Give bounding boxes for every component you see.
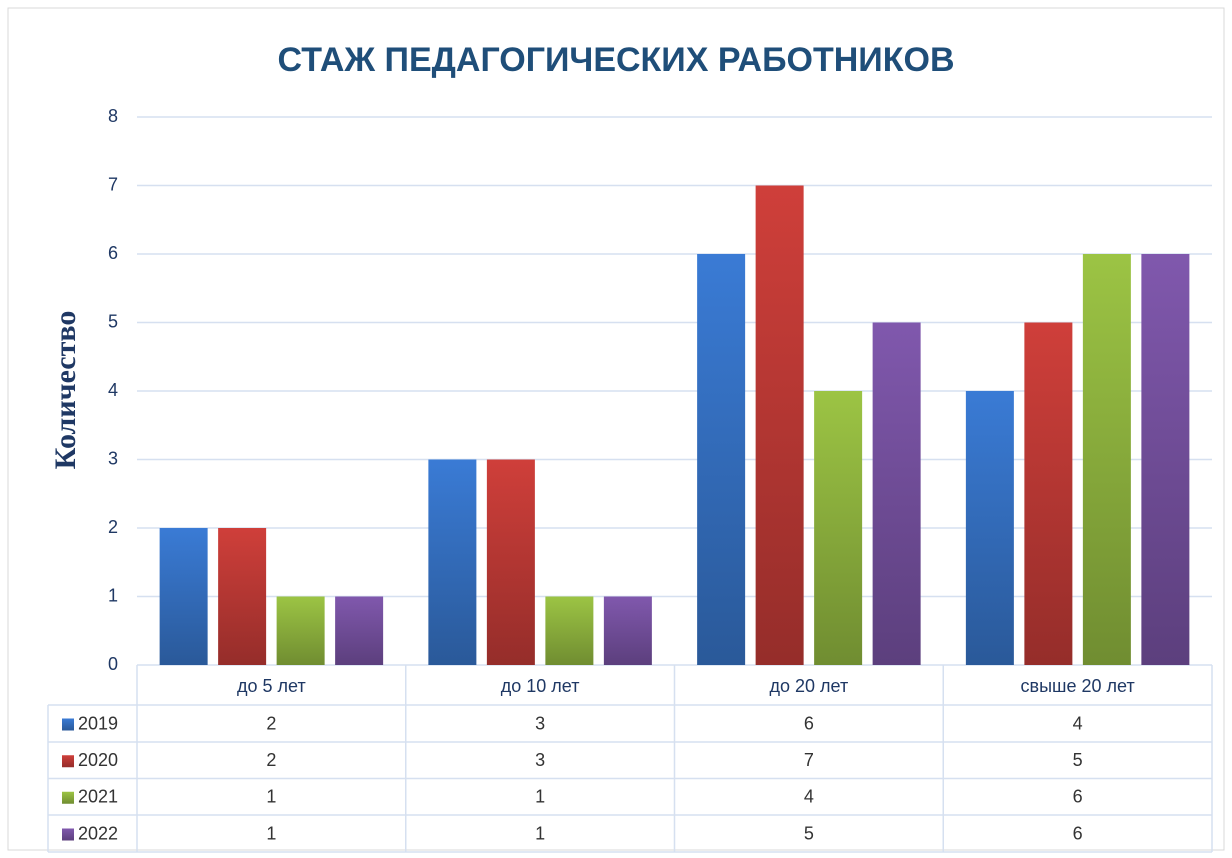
- bar: [697, 254, 746, 665]
- table-cell: 7: [804, 750, 814, 770]
- bar: [965, 391, 1014, 665]
- legend-key: [62, 791, 74, 804]
- table-cell: 6: [1073, 787, 1083, 807]
- bar: [276, 596, 325, 665]
- y-tick-label: 7: [108, 174, 118, 194]
- table-cell: 2: [266, 750, 276, 770]
- bar: [1082, 254, 1131, 665]
- y-tick-label: 8: [108, 106, 118, 126]
- bar: [755, 185, 804, 665]
- y-tick-label: 3: [108, 448, 118, 468]
- bar: [1024, 322, 1073, 665]
- legend-label: 2020: [78, 750, 118, 770]
- y-tick-label: 4: [108, 380, 118, 400]
- y-tick-label: 0: [108, 654, 118, 674]
- table-cell: 2: [266, 713, 276, 733]
- legend-key: [62, 718, 74, 731]
- y-axis-label: Количество: [49, 311, 82, 470]
- x-tick-label: свыше 20 лет: [1021, 676, 1135, 696]
- bar: [486, 459, 535, 665]
- y-tick-label: 2: [108, 517, 118, 537]
- bar: [335, 596, 384, 665]
- y-tick-label: 1: [108, 585, 118, 605]
- table-cell: 5: [1073, 750, 1083, 770]
- y-tick-label: 5: [108, 311, 118, 331]
- bar: [872, 322, 921, 665]
- table-cell: 4: [804, 787, 814, 807]
- x-tick-label: до 5 лет: [237, 676, 306, 696]
- bar: [428, 459, 477, 665]
- table-cell: 3: [535, 713, 545, 733]
- legend-label: 2021: [78, 787, 118, 807]
- legend-key: [62, 828, 74, 841]
- table-cell: 1: [266, 823, 276, 843]
- legend-label: 2019: [78, 713, 118, 733]
- table-cell: 6: [1073, 823, 1083, 843]
- table-cell: 5: [804, 823, 814, 843]
- legend-key: [62, 755, 74, 768]
- y-tick-label: 6: [108, 243, 118, 263]
- bar: [218, 528, 267, 665]
- legend-label: 2022: [78, 823, 118, 843]
- table-cell: 3: [535, 750, 545, 770]
- x-tick-label: до 10 лет: [501, 676, 580, 696]
- chart-frame: [7, 7, 1225, 851]
- table-cell: 1: [266, 787, 276, 807]
- x-tick-label: до 20 лет: [770, 676, 849, 696]
- table-cell: 4: [1073, 713, 1083, 733]
- bar: [159, 528, 208, 665]
- table-cell: 6: [804, 713, 814, 733]
- bar: [814, 391, 863, 665]
- table-cell: 1: [535, 823, 545, 843]
- table-cell: 1: [535, 787, 545, 807]
- bar: [603, 596, 652, 665]
- chart-title: СТАЖ ПЕДАГОГИЧЕСКИХ РАБОТНИКОВ: [277, 41, 954, 79]
- bar: [545, 596, 594, 665]
- bar: [1141, 254, 1190, 665]
